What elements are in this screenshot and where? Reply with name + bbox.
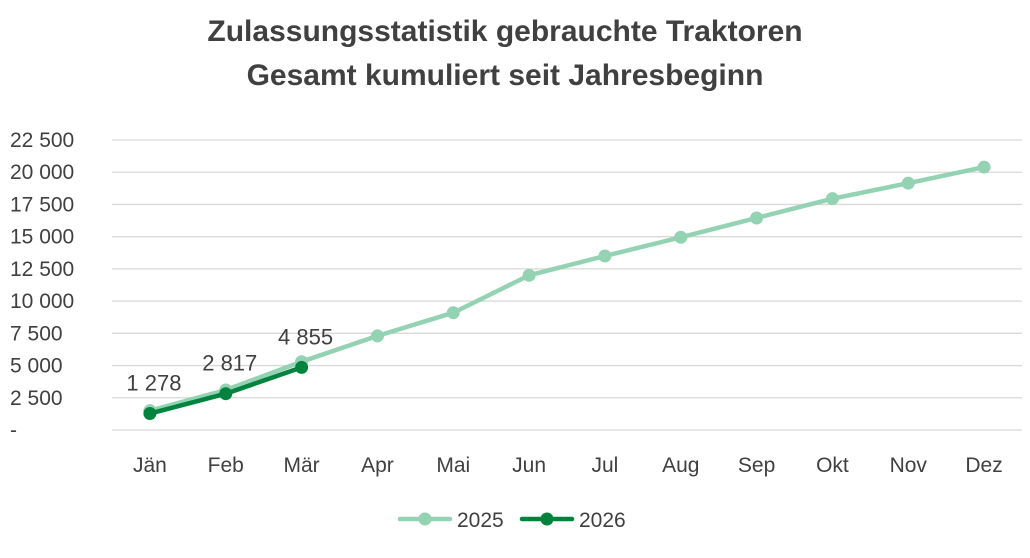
data-label: 4 855 xyxy=(278,324,333,349)
x-tick-label: Mai xyxy=(436,454,470,477)
legend-swatch-marker xyxy=(540,512,554,526)
y-tick-label: 10 000 xyxy=(10,290,74,313)
y-tick-label: 5 000 xyxy=(10,355,63,378)
legend-label: 2025 xyxy=(457,509,504,532)
data-point-2025 xyxy=(598,249,612,263)
data-point-2026 xyxy=(295,360,309,374)
data-point-2025 xyxy=(750,211,764,225)
x-tick-label: Nov xyxy=(890,454,928,477)
y-tick-label: 12 500 xyxy=(10,258,74,281)
x-tick-label: Mär xyxy=(283,454,319,477)
title-line-2: Gesamt kumuliert seit Jahresbeginn xyxy=(246,59,764,92)
legend-label: 2026 xyxy=(579,509,626,532)
y-tick-label: 2 500 xyxy=(10,387,63,410)
data-label: 1 278 xyxy=(126,371,181,396)
data-point-2025 xyxy=(522,268,536,282)
x-tick-label: Feb xyxy=(208,454,244,477)
data-point-2025 xyxy=(977,160,991,174)
x-tick-label: Sep xyxy=(738,454,775,477)
x-tick-label: Jun xyxy=(512,454,546,477)
y-tick-label: 7 500 xyxy=(10,322,63,345)
y-tick-label: 22 500 xyxy=(10,129,74,152)
data-point-2026 xyxy=(219,387,233,401)
x-tick-label: Aug xyxy=(662,454,699,477)
series-line-2025 xyxy=(147,164,987,413)
legend-swatch-marker xyxy=(418,512,432,526)
x-tick-label: Jul xyxy=(591,454,618,477)
x-tick-label: Apr xyxy=(361,454,394,477)
y-tick-label: 15 000 xyxy=(10,226,74,249)
data-point-2026 xyxy=(143,407,157,421)
x-tick-label: Jän xyxy=(133,454,167,477)
data-point-2025 xyxy=(370,329,384,343)
y-tick-label: - xyxy=(10,419,17,442)
chart-title: Zulassungsstatistik gebrauchte Traktoren… xyxy=(0,10,1010,98)
title-line-1: Zulassungsstatistik gebrauchte Traktoren xyxy=(207,15,803,48)
y-tick-label: 17 500 xyxy=(10,193,74,216)
data-point-2025 xyxy=(674,230,688,244)
x-tick-label: Okt xyxy=(816,454,849,477)
x-tick-label: Dez xyxy=(965,454,1002,477)
data-point-2025 xyxy=(825,192,839,206)
data-point-2025 xyxy=(901,176,915,190)
data-point-2025 xyxy=(446,306,460,320)
y-tick-label: 20 000 xyxy=(10,161,74,184)
data-label: 2 817 xyxy=(202,351,257,376)
